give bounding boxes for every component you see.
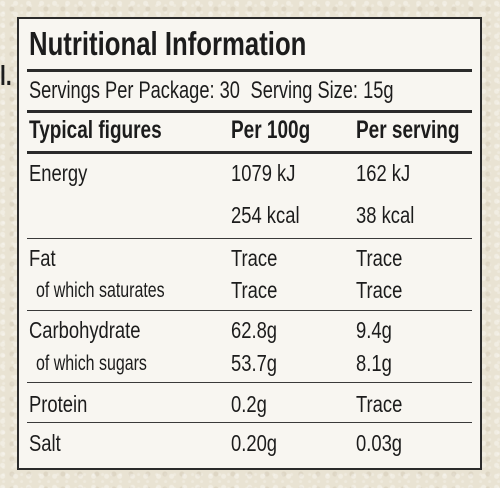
value-per-100g: 254 kcal [231,202,300,228]
value-per-serving: 38 kcal [356,202,415,228]
value-per-serving: Trace [356,245,403,271]
divider-row [27,238,472,239]
divider-row [27,310,472,311]
value-per-serving: 8.1g [356,350,392,376]
divider-under-title [27,69,472,72]
nutrient-name: Fat [29,245,56,271]
nutrient-name: Salt [29,430,61,456]
value-per-100g: 0.2g [231,391,267,417]
value-per-serving: 0.03g [356,430,403,456]
nutrient-name: Protein [29,391,88,417]
edge-text-fragment: l. [0,60,12,91]
value-per-100g: 62.8g [231,317,278,343]
value-per-100g: 0.20g [231,430,278,456]
value-per-serving: 9.4g [356,317,392,343]
value-per-100g: 1079 kJ [231,160,296,186]
divider-under-header [27,151,472,154]
value-per-100g: 53.7g [231,350,278,376]
serving-size: Serving Size: 15g [250,77,394,104]
nutrition-label: Nutritional Information Servings Per Pac… [17,17,482,470]
value-per-serving: 162 kJ [356,160,411,186]
nutrient-name: Energy [29,160,88,186]
servings-per-package: Servings Per Package: 30 [29,77,240,104]
value-per-serving: Trace [356,277,403,303]
value-per-100g: Trace [231,277,278,303]
nutrient-name: of which saturates [36,279,165,302]
divider-under-servings [27,110,472,113]
header-per-100g: Per 100g [231,116,311,144]
divider-row [27,382,472,383]
servings-line: Servings Per Package: 30 Serving Size: 15… [29,76,500,106]
value-per-100g: Trace [231,245,278,271]
value-per-serving: Trace [356,391,403,417]
header-per-serving: Per serving [356,116,460,144]
header-typical-figures: Typical figures [29,116,162,144]
nutrient-name: of which sugars [36,352,147,375]
label-title: Nutritional Information [29,25,307,62]
divider-row [27,422,472,423]
nutrient-name: Carbohydrate [29,317,141,343]
